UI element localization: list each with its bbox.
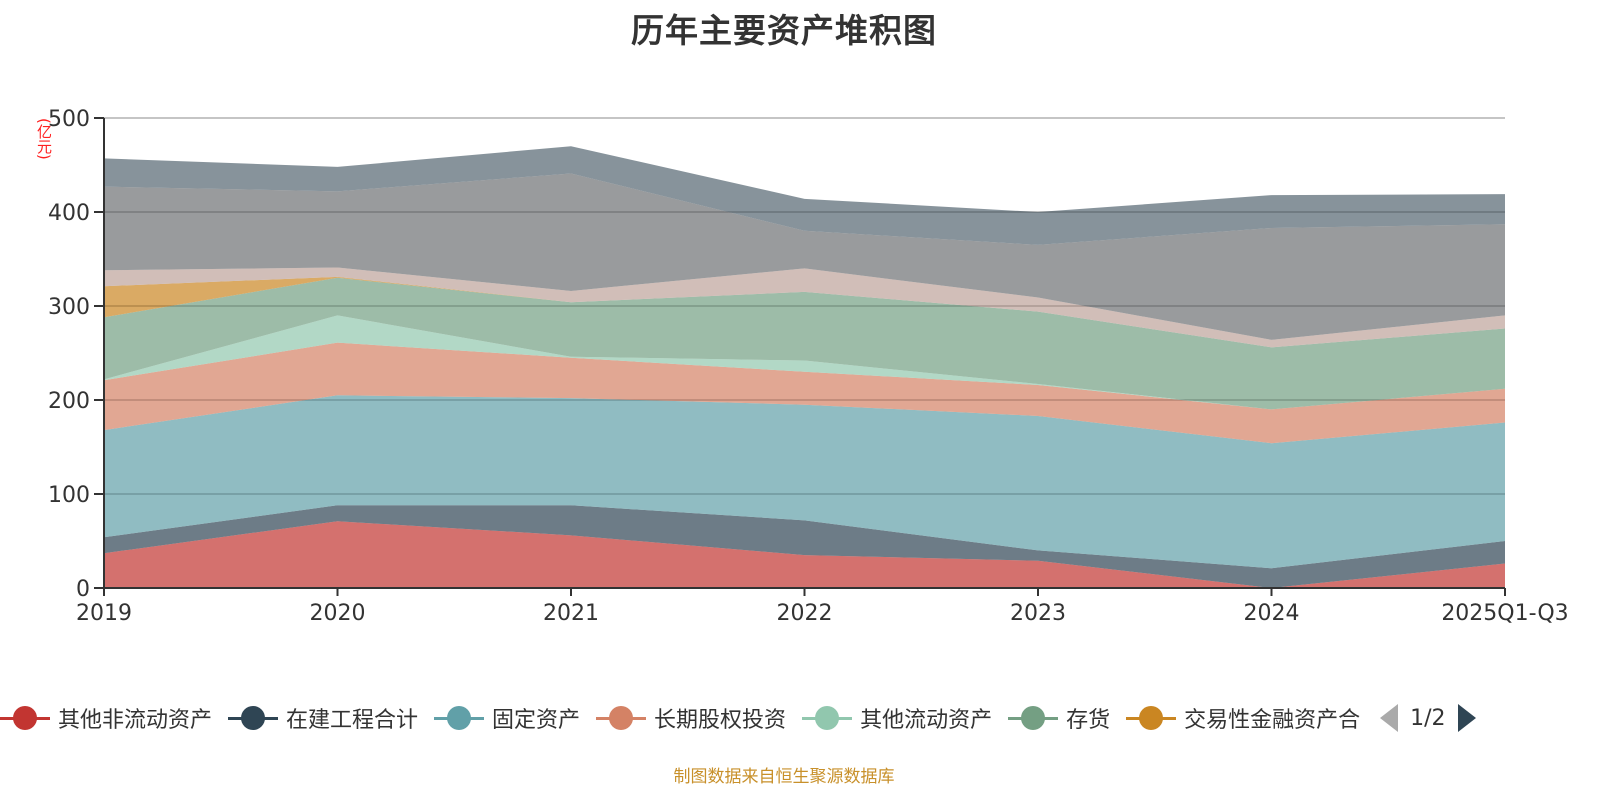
chart-title: 历年主要资产堆积图 (631, 11, 937, 50)
legend-label: 存货 (1066, 708, 1111, 733)
source-note: 制图数据来自恒生聚源数据库 (673, 767, 895, 787)
stacked-area-chart: 0 100 200 300 400 500 2019 2020 2021 2022 2023 202… (48, 107, 1569, 626)
area-series-2[interactable] (104, 395, 1505, 569)
y-tick-label: 500 (48, 107, 90, 132)
y-tick-labels: 0 100 200 300 400 500 (48, 107, 90, 602)
legend-item[interactable]: 在建工程合计 (228, 702, 418, 734)
legend-marker-icon (0, 705, 50, 731)
legend-item[interactable]: 长期股权投资 (596, 702, 786, 734)
legend-label: 在建工程合计 (286, 708, 419, 733)
area-series-9[interactable] (104, 146, 1505, 245)
legend-marker-icon (228, 705, 279, 731)
y-tick-label: 200 (48, 389, 90, 414)
x-tick-labels: 2019 2020 2021 2022 2023 2024 2025Q1-Q3 (76, 601, 1569, 626)
y-tick-label: 100 (48, 483, 90, 508)
x-tick-label: 2019 (76, 601, 132, 626)
legend-item[interactable]: 固定资产 (434, 702, 580, 734)
area-series-8[interactable] (104, 173, 1505, 340)
area-series (104, 146, 1505, 588)
legend-label: 交易性金融资产合 (1184, 708, 1361, 733)
y-tick-label: 300 (48, 295, 90, 320)
area-series-3[interactable] (104, 342, 1505, 444)
y-tick-label: 400 (48, 201, 90, 226)
x-tick-label: 2022 (777, 601, 833, 626)
legend-label: 其他非流动资产 (58, 708, 213, 733)
legend-marker-icon (434, 705, 485, 731)
area-series-4[interactable] (104, 315, 1505, 410)
legend-marker-icon (596, 705, 647, 731)
axes (94, 117, 1506, 596)
legend-prev-page-icon[interactable] (1380, 704, 1399, 732)
area-series-1[interactable] (104, 505, 1505, 588)
legend-item[interactable]: 其他非流动资产 (0, 702, 212, 734)
x-tick-label: 2023 (1010, 601, 1066, 626)
area-series-7[interactable] (104, 267, 1505, 348)
legend-marker-icon (802, 705, 853, 731)
x-tick-label: 2025Q1-Q3 (1441, 601, 1568, 626)
x-tick-label: 2021 (543, 601, 599, 626)
area-series-0[interactable] (104, 521, 1505, 588)
legend-pager: 1/2 (1380, 704, 1476, 732)
legend-marker-icon (1126, 705, 1177, 731)
legend-item[interactable]: 交易性金融资产合 (1126, 702, 1360, 734)
legend-label: 固定资产 (492, 708, 581, 733)
x-tick-label: 2020 (310, 601, 366, 626)
area-series-5[interactable] (104, 277, 1505, 410)
grid-overlay (104, 117, 1505, 495)
legend-label: 其他流动资产 (860, 708, 993, 733)
x-tick-label: 2024 (1244, 601, 1300, 626)
legend-page-indicator: 1/2 (1410, 705, 1446, 731)
area-series-6[interactable] (104, 276, 1505, 348)
legend: 其他非流动资产 在建工程合计 固定资产 长期股权投资 其他流动资产 存货 交易性金融资产合 1… (0, 700, 1476, 736)
legend-next-page-icon[interactable] (1457, 704, 1476, 732)
legend-marker-icon (1008, 705, 1059, 731)
y-axis-unit-label: (亿元) (35, 118, 53, 160)
legend-item[interactable]: 存货 (1008, 702, 1110, 734)
legend-item[interactable]: 其他流动资产 (802, 702, 992, 734)
y-tick-label: 0 (76, 577, 90, 602)
legend-label: 长期股权投资 (654, 708, 787, 733)
